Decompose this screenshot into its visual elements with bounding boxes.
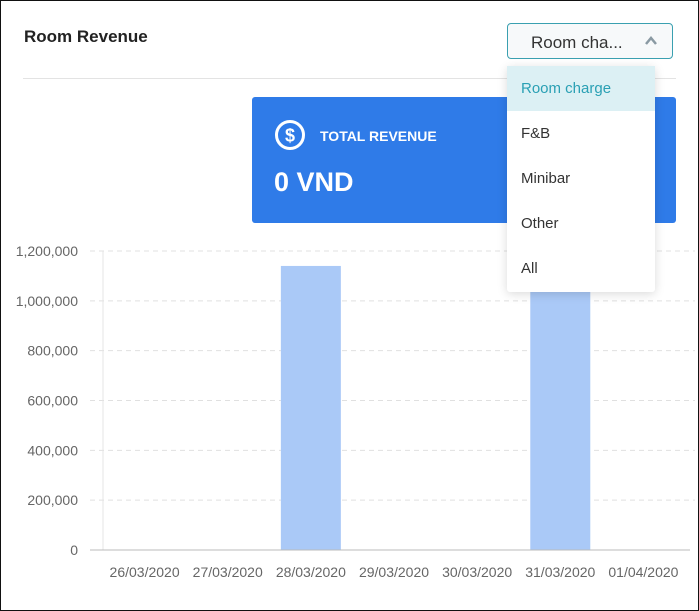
total-revenue-value: 0 VND bbox=[274, 167, 354, 197]
x-tick-label: 01/04/2020 bbox=[608, 564, 678, 580]
x-tick-label: 31/03/2020 bbox=[525, 564, 595, 580]
x-tick-label: 29/03/2020 bbox=[359, 564, 429, 580]
y-tick-label: 800,000 bbox=[27, 343, 78, 359]
svg-text:$: $ bbox=[285, 126, 295, 146]
y-tick-label: 0 bbox=[70, 542, 78, 558]
revenue-bar-chart: 0 200,000 400,000 600,000 800,000 1,000,000 1,… bbox=[16, 243, 695, 580]
option-all[interactable]: All bbox=[521, 260, 538, 277]
y-tick-label: 1,200,000 bbox=[16, 243, 78, 259]
revenue-type-select[interactable]: Room cha... bbox=[507, 23, 673, 59]
option-minibar[interactable]: Minibar bbox=[521, 170, 571, 187]
chevron-up-icon bbox=[645, 36, 657, 45]
bar bbox=[530, 265, 591, 550]
revenue-type-dropdown: Room charge F&B Minibar Other All bbox=[507, 66, 655, 292]
select-value: Room cha... bbox=[531, 33, 623, 52]
option-fnb[interactable]: F&B bbox=[521, 125, 551, 142]
x-tick-label: 27/03/2020 bbox=[193, 564, 263, 580]
total-revenue-label: TOTAL REVENUE bbox=[320, 128, 437, 144]
bar bbox=[280, 265, 341, 550]
x-tick-label: 26/03/2020 bbox=[110, 564, 180, 580]
y-tick-label: 600,000 bbox=[27, 393, 78, 409]
dollar-circle-icon: $ bbox=[275, 120, 305, 150]
divider bbox=[23, 78, 676, 79]
y-tick-label: 1,000,000 bbox=[16, 293, 78, 309]
x-tick-label: 28/03/2020 bbox=[276, 564, 346, 580]
panel-title: Room Revenue bbox=[24, 27, 148, 46]
y-tick-label: 200,000 bbox=[27, 492, 78, 508]
x-tick-label: 30/03/2020 bbox=[442, 564, 512, 580]
y-tick-label: 400,000 bbox=[27, 442, 78, 458]
option-room-charge[interactable]: Room charge bbox=[507, 66, 655, 111]
option-other[interactable]: Other bbox=[521, 215, 559, 232]
